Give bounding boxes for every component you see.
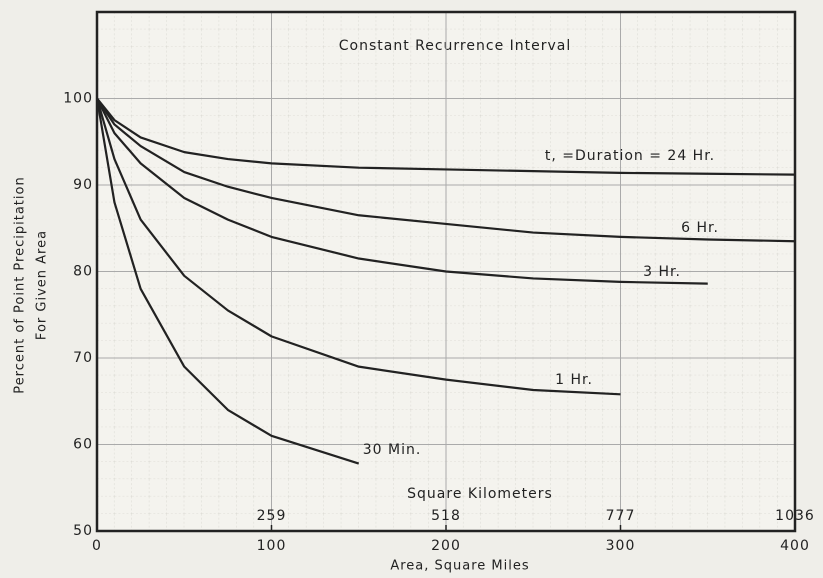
x-tick-label: 0 <box>92 538 102 554</box>
y-tick-label: 50 <box>73 523 93 539</box>
x2-axis-label: Square Kilometers <box>407 486 553 502</box>
y-tick-label: 100 <box>63 91 93 107</box>
x2-tick-label: 518 <box>431 508 461 524</box>
x2-tick-label: 259 <box>257 508 287 524</box>
series-label: t, =Duration = 24 Hr. <box>545 148 715 164</box>
x-tick-label: 200 <box>431 538 461 554</box>
line-series <box>95 98 360 465</box>
series-label: 30 Min. <box>363 442 422 458</box>
series-label: 6 Hr. <box>681 220 719 236</box>
y-tick-label: 80 <box>73 264 93 280</box>
line-series <box>96 98 708 285</box>
line-series <box>96 97 796 176</box>
y-tick-label: 90 <box>73 177 93 193</box>
y-tick-label: 60 <box>73 437 93 453</box>
x-tick-label: 400 <box>780 538 810 554</box>
x-tick-label: 300 <box>606 538 636 554</box>
x-tick-label: 100 <box>257 538 287 554</box>
line-series <box>95 98 621 396</box>
y-axis-label: For Given Area <box>35 230 50 340</box>
line-series <box>96 97 796 243</box>
x-axis-label: Area, Square Miles <box>390 559 529 574</box>
series-label: 1 Hr. <box>555 372 593 388</box>
chart-title: Constant Recurrence Interval <box>339 38 572 54</box>
plot-frame <box>95 10 797 533</box>
y-tick-label: 70 <box>73 350 93 366</box>
y-axis-label: Percent of Point Precipitation <box>13 176 28 393</box>
x2-tick-label: 777 <box>606 508 636 524</box>
series-label: 3 Hr. <box>643 264 681 280</box>
